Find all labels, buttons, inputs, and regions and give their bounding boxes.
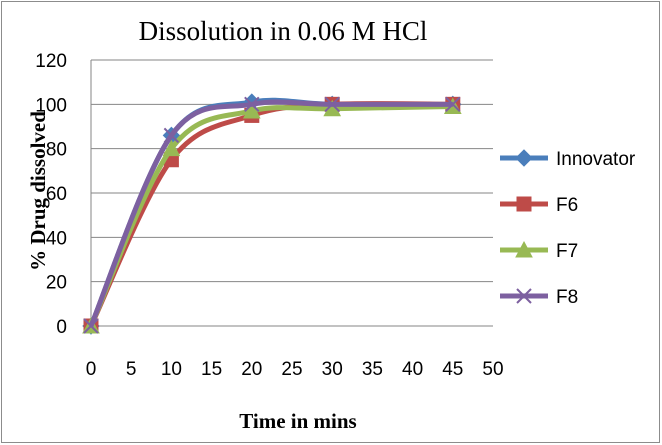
tick-labels: 0 20 40 60 80 100 120 0 5 10 15 20 25 30 35 40 45 50 — [35, 51, 503, 380]
y-tick-label: 20 — [46, 273, 67, 294]
y-tick-label: 0 — [56, 317, 67, 338]
data-point-marker — [445, 96, 461, 113]
legend-label: Innovator — [556, 149, 636, 170]
legend-label: F7 — [556, 241, 578, 262]
x-tick-label: 20 — [241, 359, 262, 380]
data-point-marker — [244, 96, 260, 113]
x-tick-label: 35 — [362, 359, 383, 380]
series-f8 — [83, 96, 461, 334]
data-point-marker — [83, 318, 99, 334]
x-tick-label: 40 — [402, 359, 423, 380]
marker-x-stroke — [445, 96, 461, 113]
legend-marker — [516, 196, 532, 212]
y-tick-label: 60 — [46, 184, 67, 205]
x-axis-title: Time in mins — [239, 409, 356, 433]
legend-marker — [515, 149, 533, 167]
y-axis-title: % Drug dissolved — [26, 111, 50, 271]
marker-x-stroke — [163, 127, 180, 144]
x-tick-label: 5 — [126, 359, 137, 380]
x-tick-label: 0 — [86, 359, 97, 380]
marker-x-stroke — [244, 96, 260, 113]
x-tick-label: 25 — [281, 359, 302, 380]
series-line — [88, 104, 453, 328]
x-tick-label: 30 — [322, 359, 343, 380]
legend: Innovator F6 F7 F8 — [500, 149, 636, 308]
data-point-marker — [242, 101, 261, 119]
legend-marker — [516, 288, 532, 304]
marker-x-stroke — [324, 96, 340, 113]
data-point-marker — [324, 96, 340, 113]
data-point-marker — [163, 127, 180, 144]
y-tick-label: 40 — [46, 228, 67, 249]
legend-label: F8 — [556, 287, 578, 308]
y-tick-label: 100 — [35, 95, 67, 116]
marker-x-stroke — [516, 288, 532, 304]
legend-item-f8: F8 — [500, 287, 578, 308]
x-tick-label: 15 — [201, 359, 222, 380]
data-point-marker — [162, 139, 181, 157]
series-plot — [82, 93, 462, 335]
y-tick-label: 120 — [35, 51, 67, 72]
x-tick-label: 10 — [161, 359, 182, 380]
legend-item-f7: F7 — [500, 240, 578, 262]
chart-title: Dissolution in 0.06 M HCl — [139, 16, 428, 46]
y-tick-label: 80 — [46, 140, 67, 161]
axes — [90, 60, 493, 327]
legend-marker — [515, 240, 533, 258]
series-line — [88, 97, 453, 327]
x-tick-label: 50 — [482, 359, 503, 380]
x-tick-label: 45 — [442, 359, 463, 380]
marker-x-stroke — [83, 318, 99, 334]
series-line — [88, 101, 453, 328]
legend-item-innovator: Innovator — [500, 149, 636, 170]
legend-label: F6 — [556, 195, 578, 216]
series-f6 — [83, 96, 461, 334]
legend-item-f6: F6 — [500, 195, 578, 216]
series-line — [88, 99, 453, 327]
